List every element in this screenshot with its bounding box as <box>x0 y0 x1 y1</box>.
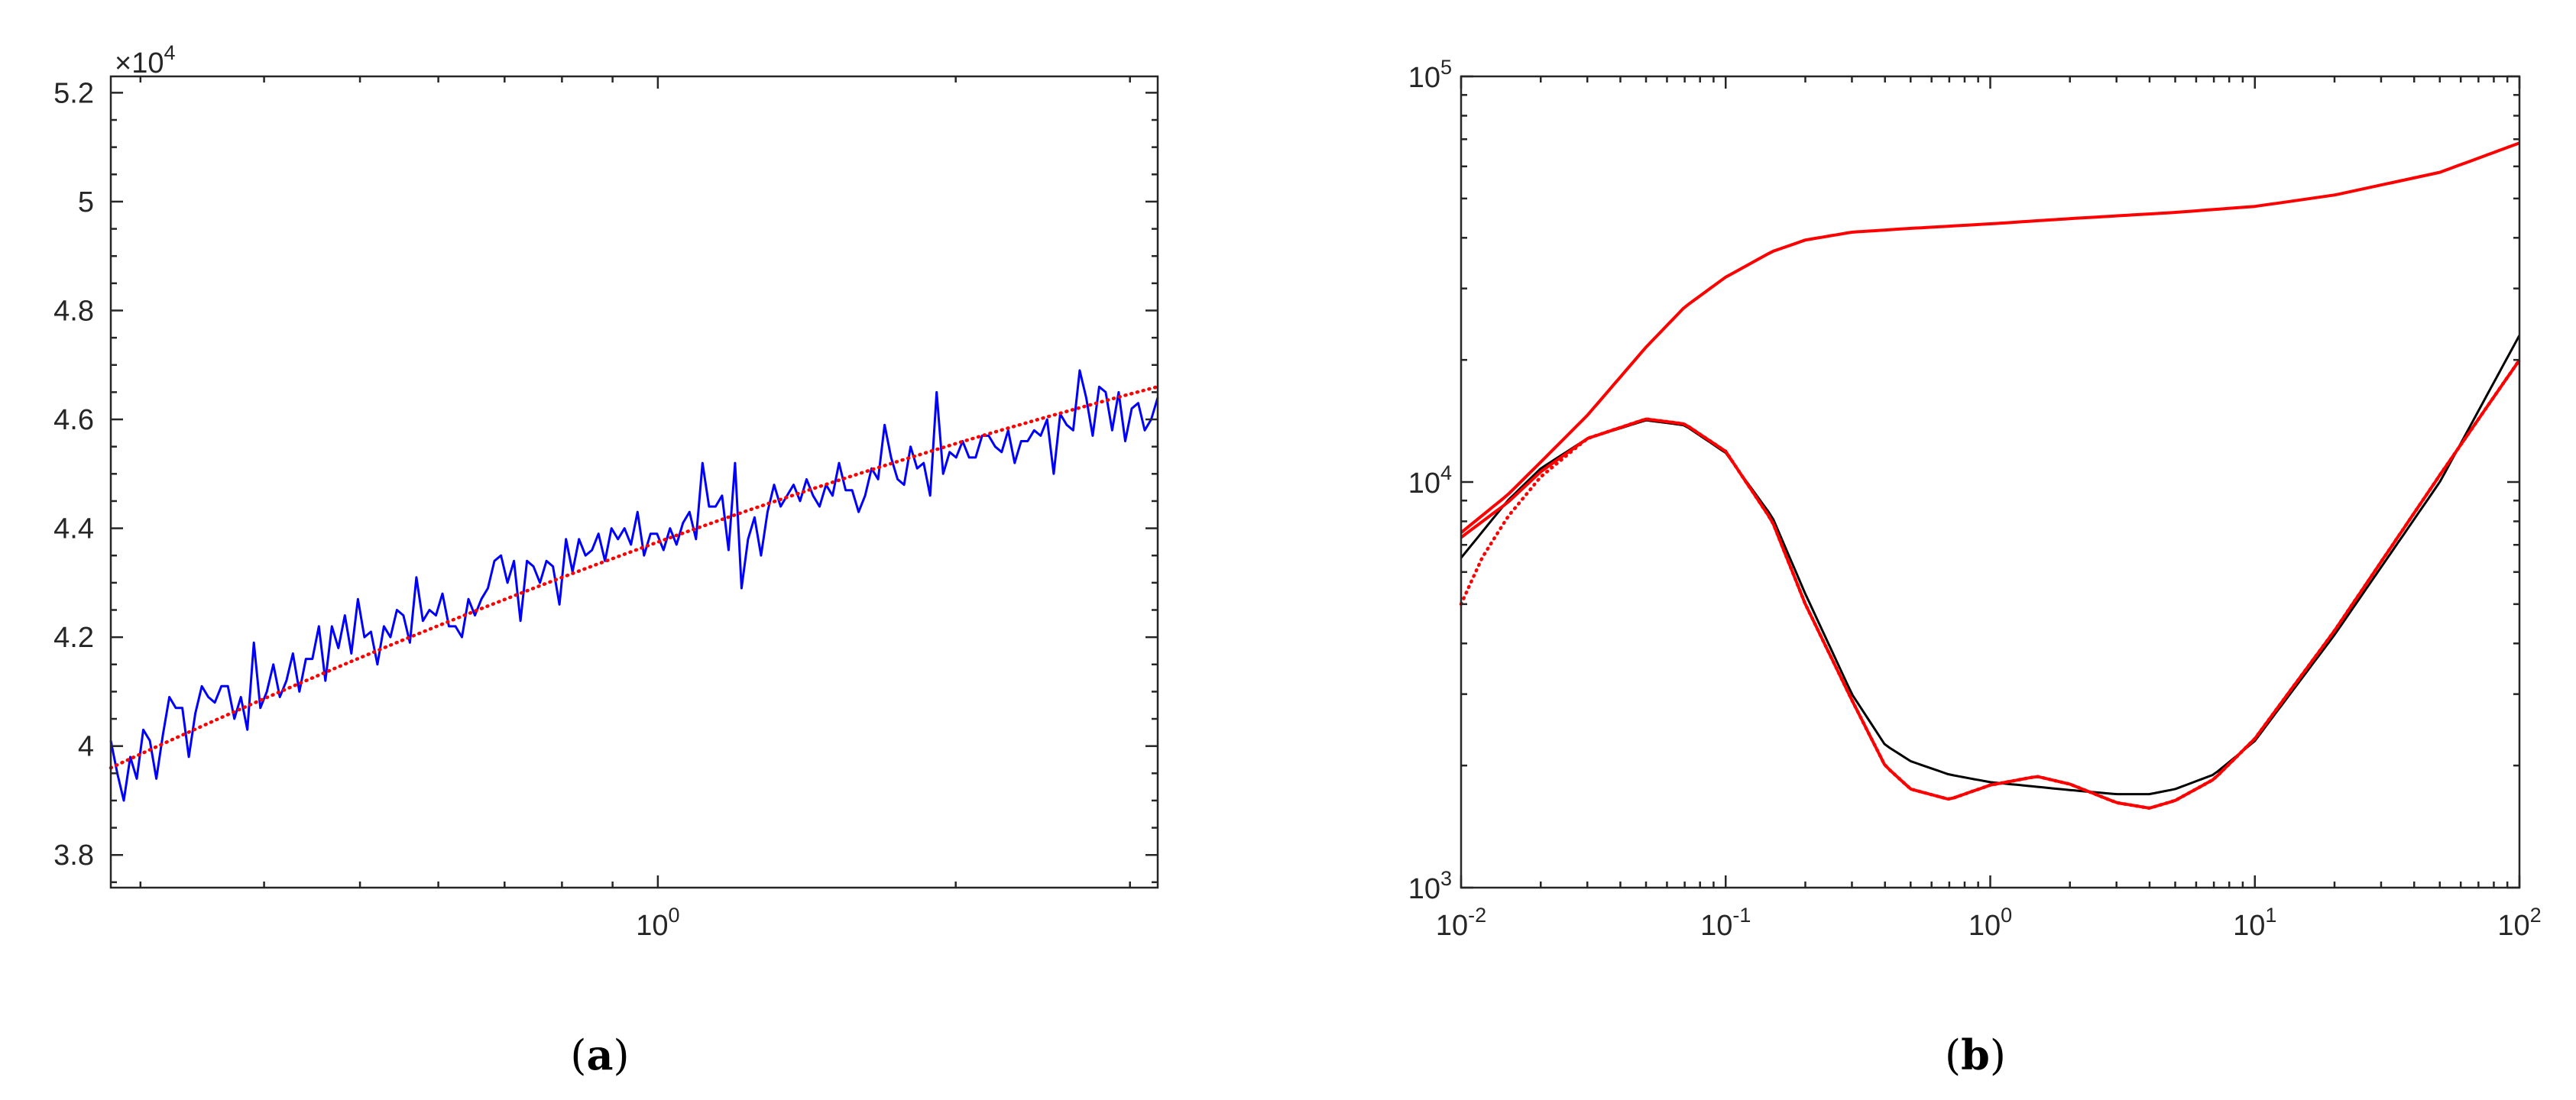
y-exponent-label-a: ×104 <box>115 41 176 79</box>
x-tick-label-a: 100 <box>636 904 679 942</box>
captions: (a) (b) <box>570 1030 2006 1079</box>
x-tick-label-b: 101 <box>2233 904 2276 942</box>
axes-a-frame <box>109 75 1159 889</box>
y-tick-label-b: 104 <box>1408 461 1452 500</box>
series-b-upper-red-line <box>1460 141 2520 534</box>
y-tick-label-a: 4.8 <box>53 295 94 327</box>
x-tick-label-b: 102 <box>2497 904 2541 942</box>
y-tick-label-a: 5 <box>78 186 94 218</box>
panel-b: 10-2 10-1 100 101 102 103 104 105 <box>1408 56 2542 942</box>
y-tick-label-a: 4.6 <box>53 404 94 436</box>
panel-caption-b: (b) <box>1945 1030 2006 1079</box>
y-tick-label-a: 3.8 <box>53 840 94 872</box>
panel-a: 3.8 4 4.2 4.4 4.6 4.8 5 5.2 ×104 100 <box>53 41 1160 942</box>
x-tick-label-b: 10-2 <box>1436 904 1486 942</box>
panel-caption-a: (a) <box>570 1030 629 1079</box>
x-tick-label-b: 10-1 <box>1700 904 1751 942</box>
y-tick-label-b: 103 <box>1408 867 1452 905</box>
y-tick-label-a: 4 <box>78 731 94 763</box>
y-tick-label-b: 105 <box>1408 56 1452 94</box>
y-tick-label-a: 4.2 <box>53 622 94 654</box>
series-b-red-fit-line <box>1460 359 2521 810</box>
x-tick-label-b: 100 <box>1968 904 2012 942</box>
series-a-fit-dotted-line <box>109 385 1160 770</box>
y-tick-label-a: 4.4 <box>53 513 94 545</box>
y-tick-label-a: 5.2 <box>53 77 94 109</box>
